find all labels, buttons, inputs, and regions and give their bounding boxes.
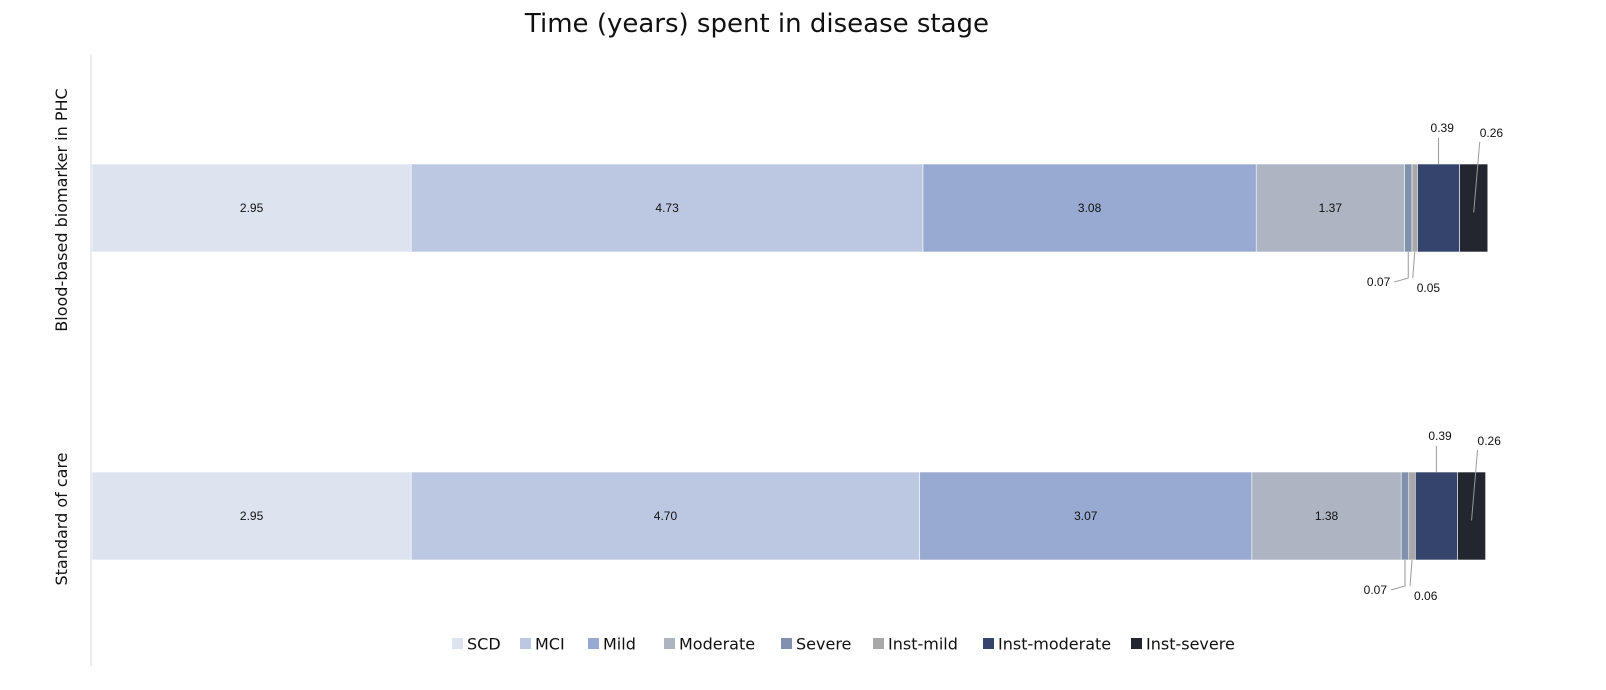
bar-segment-severe <box>1400 471 1410 561</box>
bar-segment-mci <box>410 471 921 561</box>
bar-segment-scd <box>91 163 412 253</box>
bar-segment-inst-mild <box>1411 163 1418 253</box>
data-label: 0.07 <box>1367 275 1391 289</box>
bar-segment-moderate <box>1255 163 1405 253</box>
legend-swatch <box>1131 638 1142 649</box>
data-label: 0.39 <box>1428 429 1452 443</box>
data-label: 1.38 <box>1315 509 1339 523</box>
bar-segment-inst-moderate <box>1417 163 1460 253</box>
bar-row: 2.95 4.70 3.07 1.38 0.07 0.06 0.39 0.26 <box>91 429 1502 603</box>
category-labels: Blood-based biomarker in PHC Standard of … <box>52 88 71 585</box>
bar-segment-inst-moderate <box>1414 471 1458 561</box>
data-label: 4.73 <box>655 201 679 215</box>
data-label: 3.08 <box>1078 201 1102 215</box>
legend-label: Severe <box>796 635 851 654</box>
legend-item: Inst-moderate <box>983 635 1111 654</box>
legend-item: Moderate <box>664 635 755 654</box>
legend-swatch <box>781 638 792 649</box>
legend-item: Inst-mild <box>873 635 958 654</box>
leader-line <box>1409 559 1413 587</box>
bar-segment-mild <box>922 163 1257 253</box>
data-label: 0.26 <box>1478 434 1502 448</box>
bar-segment-scd <box>91 471 412 561</box>
leader-line <box>1412 251 1416 279</box>
bar-segment-mild <box>919 471 1253 561</box>
bar-segment-inst-mild <box>1408 471 1416 561</box>
category-label: Blood-based biomarker in PHC <box>52 88 71 331</box>
legend-label: Mild <box>603 635 636 654</box>
legend-item: Mild <box>588 635 636 654</box>
legend-swatch <box>452 638 463 649</box>
legend-label: SCD <box>467 635 501 654</box>
legend-label: Moderate <box>679 635 755 654</box>
data-label: 0.07 <box>1364 583 1388 597</box>
legend-swatch <box>520 638 531 649</box>
category-label: Standard of care <box>52 452 71 585</box>
legend-label: Inst-mild <box>888 635 958 654</box>
data-label: 0.26 <box>1480 126 1504 140</box>
leader-line <box>1390 560 1406 591</box>
bar-row: 2.95 4.73 3.08 1.37 0.07 0.05 0.39 0.26 <box>91 121 1504 295</box>
legend-label: Inst-moderate <box>998 635 1111 654</box>
bars-group: 2.95 4.73 3.08 1.37 0.07 0.05 0.39 0.26 2.95 4.70… <box>91 121 1504 603</box>
legend-swatch <box>873 638 884 649</box>
legend: SCD MCI Mild Moderate Severe Inst-mild Inst-mo… <box>452 635 1235 654</box>
chart-title: Time (years) spent in disease stage <box>524 9 989 39</box>
data-label: 0.05 <box>1417 281 1441 295</box>
bar-segment-severe <box>1404 163 1413 253</box>
data-label: 2.95 <box>240 509 264 523</box>
data-label: 4.70 <box>654 509 678 523</box>
legend-item: MCI <box>520 635 565 654</box>
legend-item: Severe <box>781 635 851 654</box>
legend-swatch <box>664 638 675 649</box>
data-label: 1.37 <box>1319 201 1343 215</box>
bar-segment-mci <box>410 163 924 253</box>
data-label: 2.95 <box>240 201 264 215</box>
data-label: 0.06 <box>1414 589 1438 603</box>
legend-swatch <box>983 638 994 649</box>
leader-line <box>1473 141 1481 213</box>
data-label: 3.07 <box>1074 509 1098 523</box>
leader-line <box>1394 252 1409 283</box>
legend-item: Inst-severe <box>1131 635 1235 654</box>
data-label: 0.39 <box>1431 121 1455 135</box>
bar-segment-moderate <box>1251 471 1402 561</box>
legend-label: MCI <box>535 635 565 654</box>
legend-swatch <box>588 638 599 649</box>
legend-label: Inst-severe <box>1146 635 1235 654</box>
leader-line <box>1471 449 1479 521</box>
legend-item: SCD <box>452 635 501 654</box>
